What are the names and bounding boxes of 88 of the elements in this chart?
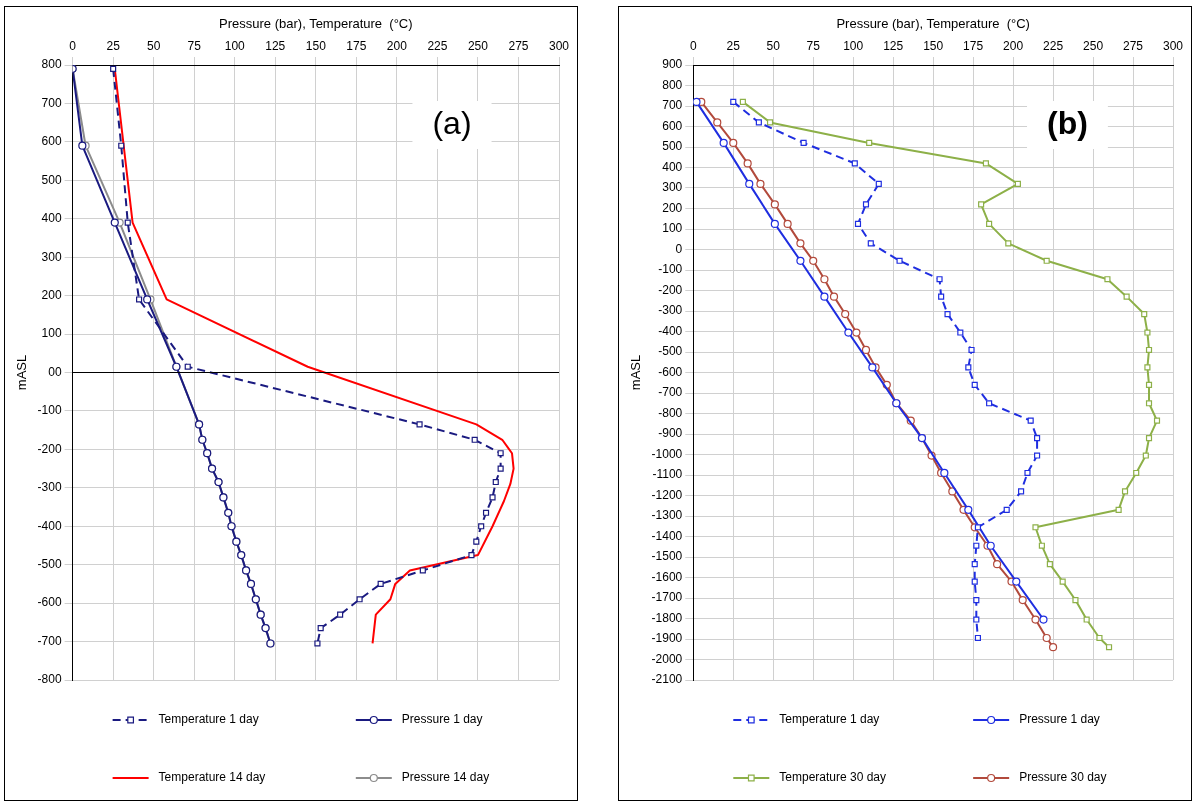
y-tick-label: 900	[662, 57, 683, 72]
y-tick-label: 600	[41, 134, 62, 149]
x-tick-label: 75	[187, 39, 202, 54]
x-tick-label: 175	[963, 39, 984, 54]
x-tick-label: 100	[224, 39, 246, 54]
y-tick-label: -1100	[652, 467, 683, 482]
y-tick-label: -1500	[651, 549, 683, 564]
x-tick-label: 75	[806, 39, 821, 54]
y-tick-label: -700	[37, 633, 62, 648]
y-tick-label: 00	[48, 364, 62, 379]
y-axis-title: mASL	[628, 354, 644, 391]
x-tick-label: 0	[689, 39, 697, 54]
y-axis-title: mASL	[14, 354, 30, 391]
legend-label: Pressure 30 day	[1019, 770, 1107, 785]
y-tick-label: 500	[662, 139, 683, 154]
y-tick-label: 800	[41, 57, 62, 72]
x-tick-label: 25	[726, 39, 741, 54]
x-tick-label: 275	[508, 39, 529, 54]
y-tick-label: -300	[37, 480, 62, 495]
legend-label: Temperature 1 day	[158, 712, 259, 727]
legend-label: Pressure 1 day	[401, 712, 483, 727]
y-tick-label: -400	[658, 323, 683, 338]
x-tick-label: 200	[1003, 39, 1024, 54]
y-tick-label: 100	[662, 221, 683, 236]
x-tick-label: 300	[1162, 39, 1184, 54]
legend-label: Temperature 1 day	[779, 712, 880, 727]
annotation: (b)	[1047, 104, 1088, 141]
legend-label: Temperature 14 day	[158, 770, 266, 785]
y-tick-label: 700	[41, 95, 62, 110]
x-tick-label: 150	[923, 39, 944, 54]
x-axis-title: Pressure (bar), Temperature (°C)	[219, 16, 413, 32]
annotation: (a)	[432, 104, 472, 141]
x-axis-title: Pressure (bar), Temperature (°C)	[836, 16, 1030, 32]
x-tick-label: 0	[69, 39, 77, 54]
y-tick-label: -1400	[651, 528, 683, 543]
y-tick-label: 800	[662, 77, 683, 92]
x-tick-label: 50	[147, 39, 161, 54]
y-tick-label: -1200	[651, 487, 683, 502]
y-tick-label: -300	[658, 303, 683, 318]
y-tick-label: 200	[41, 287, 62, 302]
x-tick-label: 125	[265, 39, 286, 54]
y-tick-label: 300	[41, 249, 62, 264]
y-tick-label: -600	[37, 595, 62, 610]
y-tick-label: 500	[41, 172, 62, 187]
y-tick-label: 400	[41, 211, 62, 226]
y-tick-label: -100	[658, 262, 683, 277]
y-tick-label: 200	[662, 200, 683, 215]
x-tick-label: 150	[305, 39, 327, 54]
y-tick-label: -200	[37, 441, 62, 456]
x-tick-label: 125	[883, 39, 904, 54]
y-tick-label: -600	[658, 364, 683, 379]
y-tick-label: -2100	[651, 672, 683, 687]
x-tick-label: 250	[1083, 39, 1104, 54]
y-tick-label: -1700	[651, 590, 683, 605]
legend-label: Pressure 14 day	[401, 770, 490, 785]
y-tick-label: -1900	[651, 631, 683, 646]
y-tick-label: -100	[37, 403, 62, 418]
y-tick-label: -900	[658, 426, 683, 441]
y-tick-label: -1000	[651, 446, 683, 461]
y-tick-label: 0	[675, 241, 683, 256]
y-tick-label: -500	[37, 557, 62, 571]
legend-label: Temperature 30 day	[779, 770, 887, 785]
y-tick-label: -800	[658, 405, 683, 420]
x-tick-label: 250	[467, 39, 489, 54]
y-tick-label: -1800	[651, 610, 683, 625]
x-tick-label: 275	[1123, 39, 1144, 54]
y-tick-label: -2000	[651, 651, 683, 666]
x-tick-label: 50	[766, 39, 781, 54]
x-tick-label: 25	[106, 39, 121, 54]
y-tick-label: -800	[37, 672, 62, 687]
x-tick-label: 225	[1043, 39, 1064, 54]
x-tick-label: 200	[386, 39, 408, 54]
y-tick-label: 400	[662, 159, 683, 174]
y-tick-label: -700	[658, 385, 683, 400]
y-tick-label: -500	[658, 344, 683, 359]
x-tick-label: 100	[843, 39, 864, 54]
y-tick-label: 600	[662, 118, 683, 133]
y-tick-label: -400	[37, 518, 62, 533]
y-tick-label: -1300	[651, 508, 683, 523]
y-tick-label: -200	[658, 282, 683, 297]
y-tick-label: -1600	[651, 569, 683, 584]
y-tick-label: 300	[662, 180, 683, 195]
x-tick-label: 225	[427, 39, 448, 54]
legend-label: Pressure 1 day	[1019, 712, 1100, 727]
x-tick-label: 175	[346, 39, 367, 54]
y-tick-label: 700	[662, 98, 683, 113]
x-tick-label: 300	[548, 39, 570, 54]
y-tick-label: 100	[41, 326, 62, 341]
